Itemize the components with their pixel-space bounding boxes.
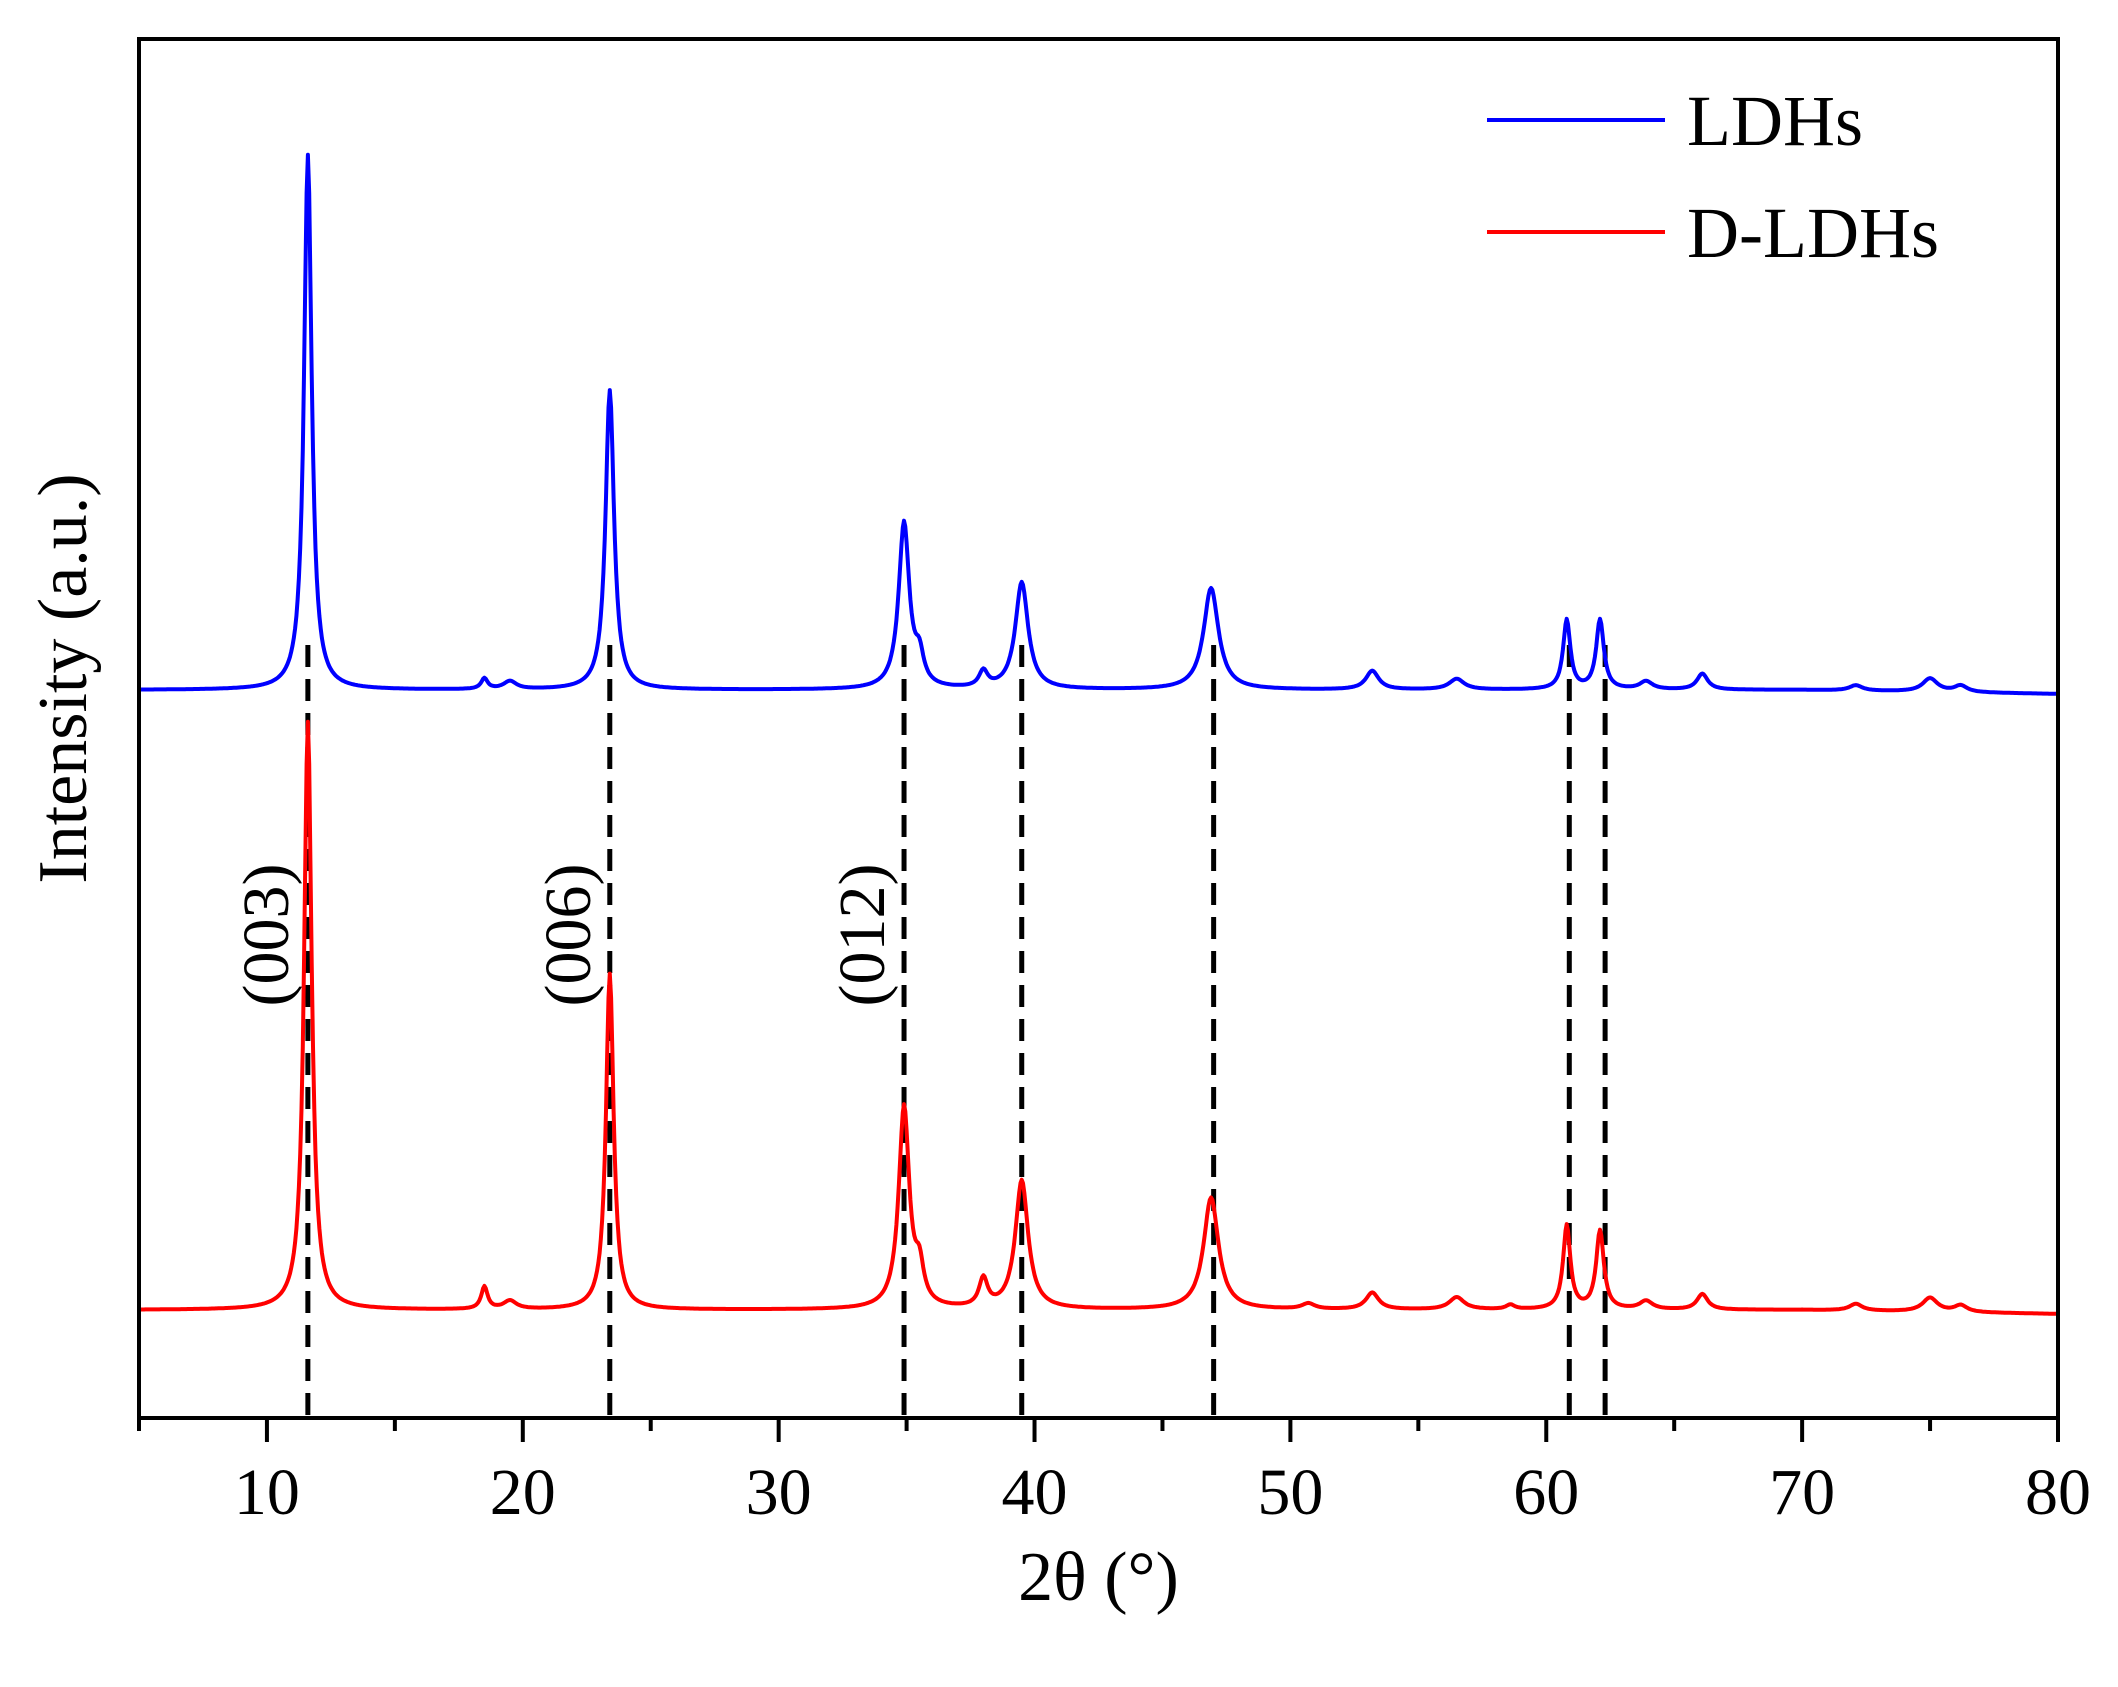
x-tick-label: 50 xyxy=(1257,1456,1323,1529)
peak-label: (012) xyxy=(826,864,899,1007)
x-tick-label: 10 xyxy=(234,1456,300,1529)
peak-label: (006) xyxy=(532,864,605,1007)
x-tick-label: 80 xyxy=(2025,1456,2091,1529)
legend-label-ldhs: LDHs xyxy=(1687,81,1863,161)
x-axis-title: 2θ (°) xyxy=(1018,1539,1179,1616)
y-axis-title: Intensity (a.u.) xyxy=(25,473,102,883)
peak-annotations: (003) (006) (012) xyxy=(230,864,899,1007)
x-tick-label: 20 xyxy=(490,1456,556,1529)
legend-label-d-ldhs: D-LDHs xyxy=(1687,193,1939,273)
series-lines xyxy=(138,152,2059,1316)
series-line-d-ldhs xyxy=(138,719,2059,1316)
x-tick-label: 40 xyxy=(1002,1456,1068,1529)
legend: LDHs D-LDHs xyxy=(1487,81,1939,273)
peak-label: (003) xyxy=(230,864,303,1007)
x-tick-label: 30 xyxy=(746,1456,812,1529)
reference-lines xyxy=(305,645,1608,1418)
x-axis-ticks: 10 20 30 40 50 60 70 80 xyxy=(137,1418,2091,1529)
series-line-ldhs xyxy=(138,152,2059,696)
x-tick-label: 60 xyxy=(1513,1456,1579,1529)
x-tick-label: 70 xyxy=(1769,1456,1835,1529)
plot-frame xyxy=(137,37,2060,1420)
